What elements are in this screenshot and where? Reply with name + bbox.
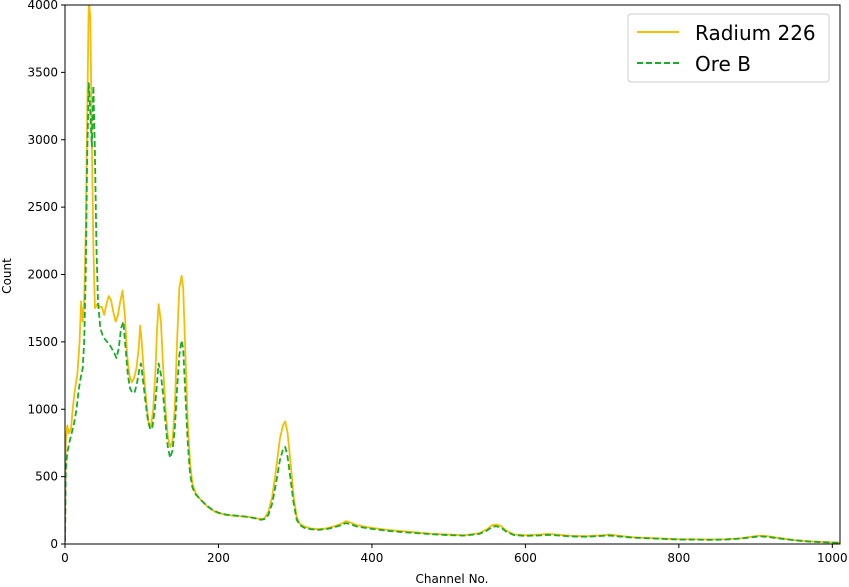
series-line-ore-b (65, 82, 840, 544)
x-tick-label: 200 (207, 551, 230, 565)
legend: Radium 226 Ore B (627, 13, 830, 83)
y-tick-label: 1000 (27, 402, 58, 416)
x-axis-ticks: 0 200 400 600 800 1000 (61, 544, 848, 565)
legend-label-radium-226: Radium 226 (695, 21, 816, 45)
y-tick-label: 0 (50, 537, 58, 551)
y-tick-label: 3000 (27, 133, 58, 147)
y-tick-label: 2000 (27, 268, 58, 282)
y-tick-label: 1500 (27, 335, 58, 349)
y-tick-label: 3500 (27, 65, 58, 79)
x-tick-label: 1000 (817, 551, 848, 565)
series-layer (65, 5, 840, 544)
series-line-radium-226 (65, 5, 840, 544)
y-axis-label: Count (0, 258, 14, 294)
x-tick-label: 400 (360, 551, 383, 565)
plot-area (65, 5, 840, 544)
x-tick-label: 600 (514, 551, 537, 565)
x-tick-label: 0 (61, 551, 69, 565)
x-axis-label: Channel No. (415, 572, 488, 586)
y-axis-ticks: 0 500 1000 1500 2000 2500 3000 3500 4000 (27, 0, 65, 551)
legend-label-ore-b: Ore B (695, 52, 751, 76)
x-tick-label: 800 (667, 551, 690, 565)
y-tick-label: 4000 (27, 0, 58, 12)
y-tick-label: 2500 (27, 200, 58, 214)
y-tick-label: 500 (35, 470, 58, 484)
